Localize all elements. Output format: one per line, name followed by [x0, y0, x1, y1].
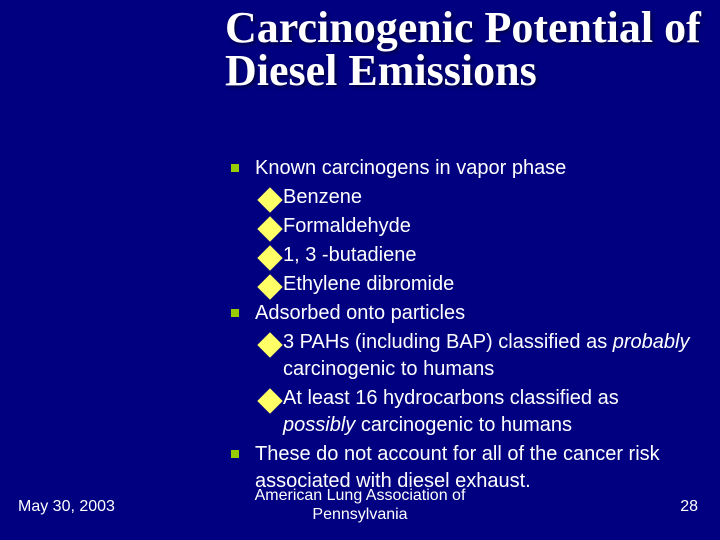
bullet-l2: Ethylene dibromide [255, 271, 695, 298]
footer-org-line1: American Lung Association of [255, 487, 466, 504]
footer-page-number: 28 [680, 498, 698, 516]
bullet-l1: Adsorbed onto particles [225, 300, 695, 327]
bullet-l2: 1, 3 -butadiene [255, 242, 695, 269]
bullet-l2: Benzene [255, 184, 695, 211]
footer-center: American Lung Association of Pennsylvani… [0, 486, 720, 524]
bullet-l2: Formaldehyde [255, 213, 695, 240]
bullet-l2: 3 PAHs (including BAP) classified as pro… [255, 329, 695, 383]
slide: Carcinogenic Potential of Diesel Emissio… [0, 0, 720, 540]
footer-org-line2: Pennsylvania [312, 506, 407, 523]
bullet-l1: Known carcinogens in vapor phase [225, 155, 695, 182]
slide-title: Carcinogenic Potential of Diesel Emissio… [225, 6, 705, 92]
slide-body: Known carcinogens in vapor phase Benzene… [225, 155, 695, 497]
bullet-l2: At least 16 hydrocarbons classified as p… [255, 385, 695, 439]
